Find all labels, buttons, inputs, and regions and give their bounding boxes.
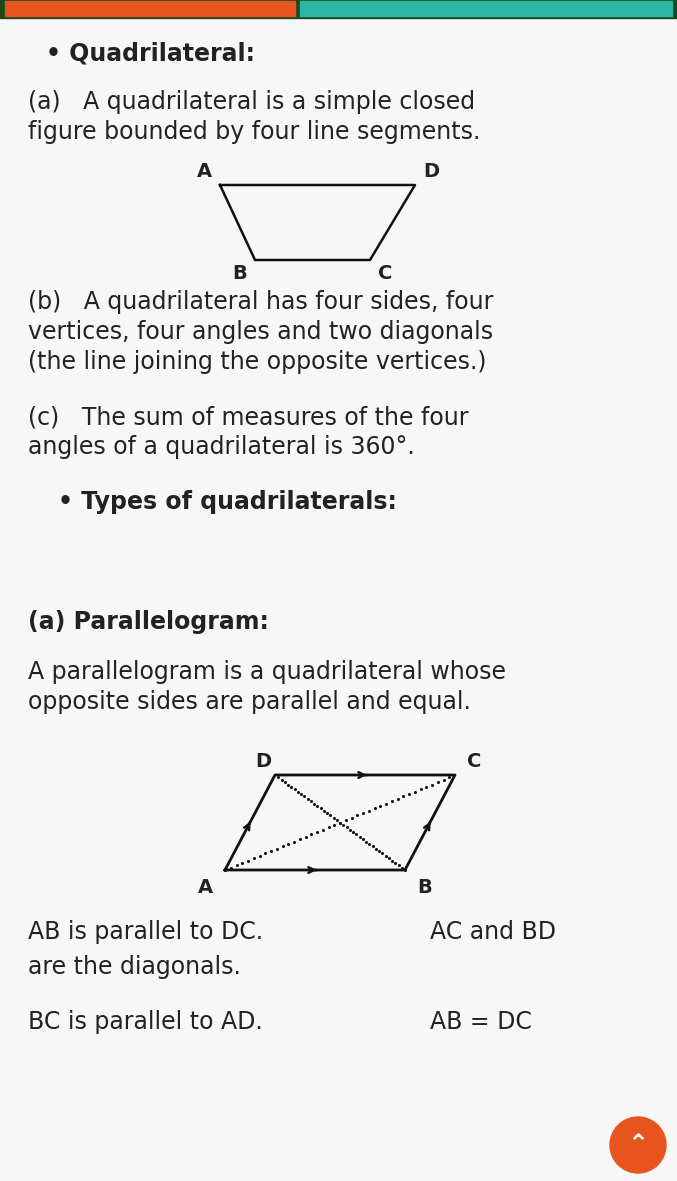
Text: BC is parallel to AD.: BC is parallel to AD.	[28, 1010, 263, 1035]
Text: (c)   The sum of measures of the four: (c) The sum of measures of the four	[28, 405, 468, 429]
Text: C: C	[467, 752, 481, 771]
Text: (the line joining the opposite vertices.): (the line joining the opposite vertices.…	[28, 350, 487, 374]
Text: (a)   A quadrilateral is a simple closed: (a) A quadrilateral is a simple closed	[28, 90, 475, 115]
Text: A parallelogram is a quadrilateral whose: A parallelogram is a quadrilateral whose	[28, 660, 506, 684]
Circle shape	[610, 1117, 666, 1173]
Text: C: C	[378, 265, 393, 283]
Text: figure bounded by four line segments.: figure bounded by four line segments.	[28, 120, 481, 144]
Text: • Quadrilateral:: • Quadrilateral:	[46, 43, 255, 66]
Bar	[5, 1, 295, 17]
Text: angles of a quadrilateral is 360°.: angles of a quadrilateral is 360°.	[28, 435, 415, 459]
Text: AC and BD: AC and BD	[430, 920, 556, 944]
Text: vertices, four angles and two diagonals: vertices, four angles and two diagonals	[28, 320, 493, 344]
Text: B: B	[232, 265, 247, 283]
Text: D: D	[423, 162, 439, 181]
Text: • Types of quadrilaterals:: • Types of quadrilaterals:	[58, 490, 397, 514]
Bar	[0, 0, 677, 18]
Text: B: B	[417, 877, 432, 898]
Text: D: D	[255, 752, 271, 771]
Text: are the diagonals.: are the diagonals.	[28, 955, 241, 979]
Text: A: A	[197, 162, 212, 181]
Text: opposite sides are parallel and equal.: opposite sides are parallel and equal.	[28, 690, 471, 715]
Text: A: A	[198, 877, 213, 898]
Text: ⌃: ⌃	[628, 1133, 649, 1157]
Text: AB = DC: AB = DC	[430, 1010, 532, 1035]
Text: (a) Parallelogram:: (a) Parallelogram:	[28, 611, 269, 634]
Bar	[300, 1, 672, 17]
Text: AB is parallel to DC.: AB is parallel to DC.	[28, 920, 263, 944]
Text: (b)   A quadrilateral has four sides, four: (b) A quadrilateral has four sides, four	[28, 291, 494, 314]
